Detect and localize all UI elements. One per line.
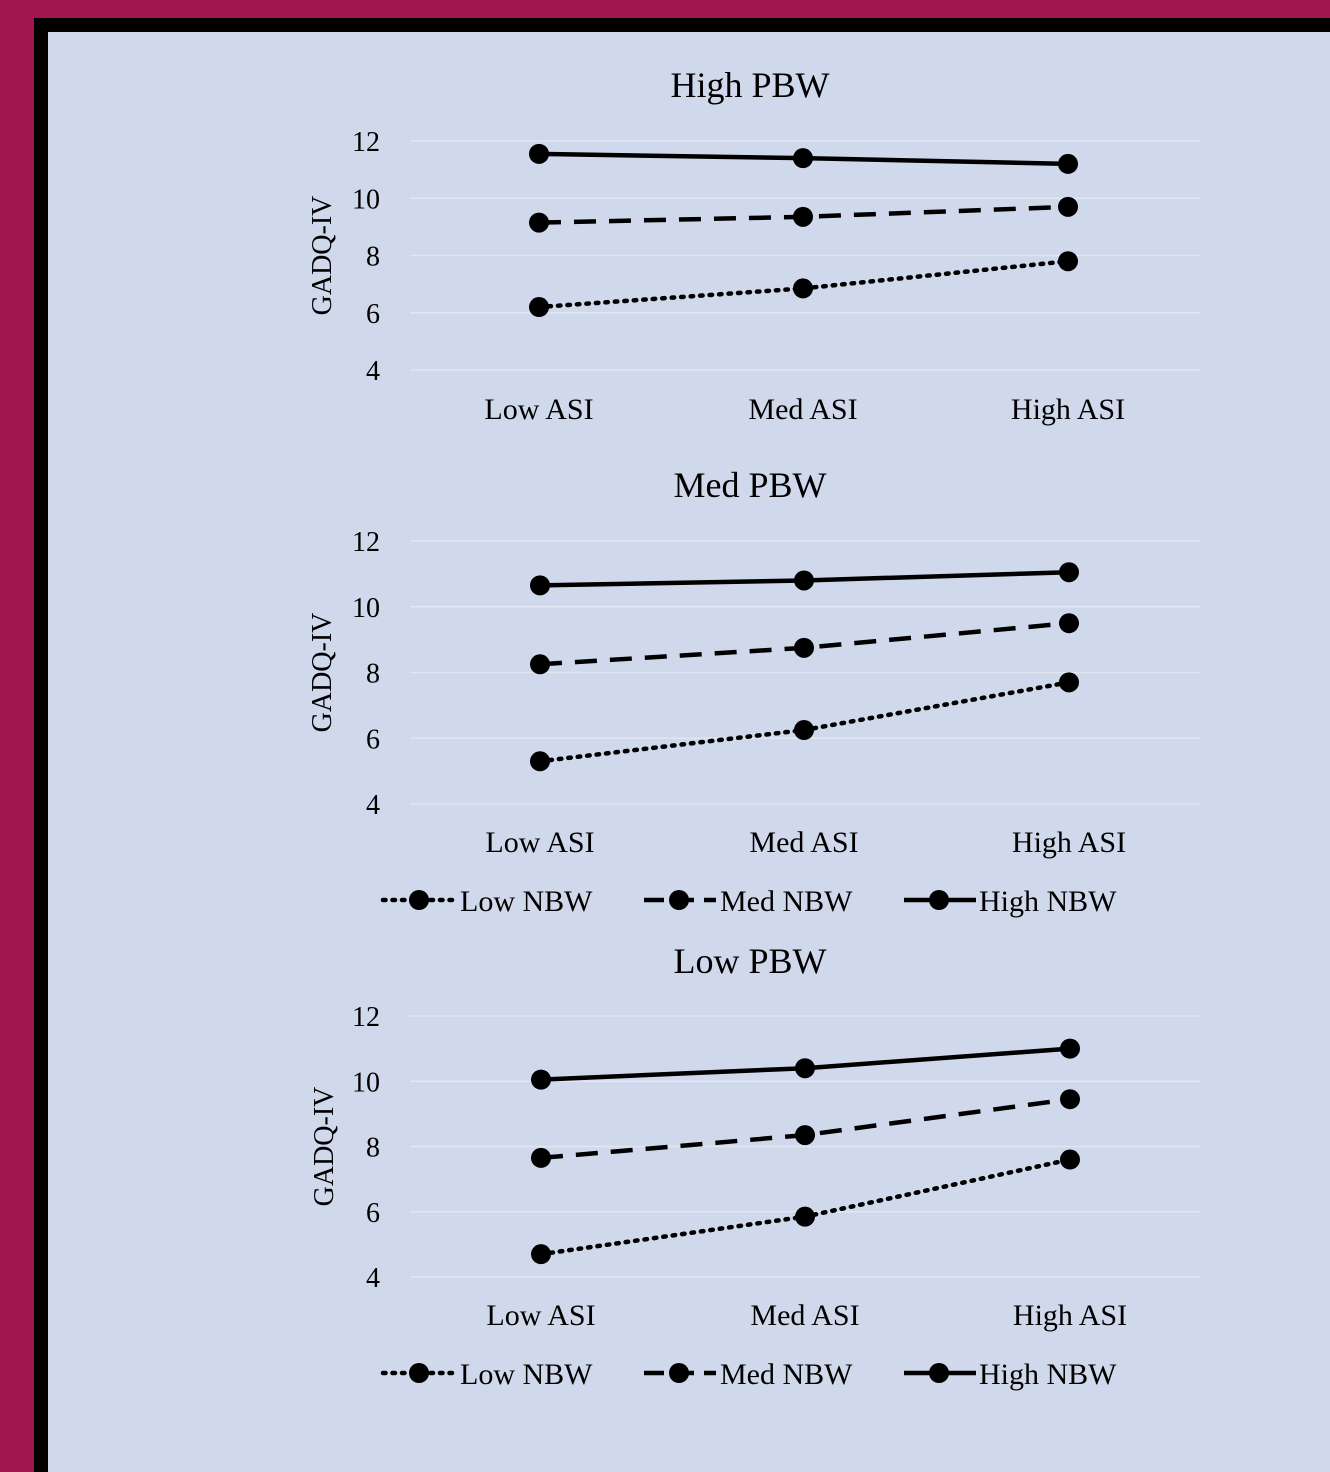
chart-title: Med PBW — [674, 465, 827, 505]
chart-title: High PBW — [670, 65, 829, 105]
series-solid — [531, 1038, 1080, 1090]
series-solid — [530, 562, 1079, 596]
data-point — [795, 1125, 815, 1146]
data-point — [793, 148, 813, 169]
legend-marker — [669, 890, 689, 910]
x-tick-label: Med ASI — [748, 393, 857, 426]
series-dashed — [531, 1089, 1080, 1168]
series-dotted — [531, 1149, 1080, 1265]
x-tick-label: Med ASI — [750, 1299, 859, 1332]
chart-1: Med PBW 4 6 8 10 12 GADQ-IV Low ASI Med ASI High … — [307, 465, 1200, 918]
legend-marker — [929, 1363, 949, 1383]
data-point — [793, 278, 813, 299]
y-axis-label: GADQ-IV — [307, 613, 338, 733]
legend-marker — [409, 890, 429, 910]
y-tick-label: 4 — [366, 790, 380, 821]
y-tick-label: 4 — [366, 356, 380, 387]
data-point — [794, 720, 814, 741]
series-solid — [529, 143, 1078, 174]
y-tick-label: 6 — [366, 1198, 380, 1229]
data-point — [1058, 251, 1078, 272]
y-tick-label: 10 — [352, 184, 380, 215]
data-point — [795, 1206, 815, 1227]
data-point — [794, 637, 814, 658]
y-tick-label: 8 — [366, 1133, 380, 1164]
y-tick-label: 12 — [352, 1002, 380, 1033]
y-tick-label: 4 — [366, 1263, 380, 1294]
data-point — [529, 212, 549, 233]
legend-label: Low NBW — [460, 1358, 593, 1391]
legend-label: Med NBW — [720, 885, 853, 918]
data-point — [1059, 562, 1079, 583]
series-dotted — [530, 672, 1079, 772]
data-point — [795, 1058, 815, 1079]
legend-label: High NBW — [979, 885, 1117, 918]
legend-label: Low NBW — [460, 885, 593, 918]
y-tick-label: 6 — [366, 724, 380, 755]
data-point — [1058, 196, 1078, 217]
legend: Low NBW Med NBW High NBW — [380, 1358, 1117, 1391]
y-tick-label: 6 — [366, 299, 380, 330]
chart-0: High PBW 4 6 8 10 12 GADQ-IV Low ASI Med ASI High… — [307, 65, 1200, 426]
x-tick-label: Low ASI — [486, 1299, 595, 1332]
data-point — [531, 1244, 551, 1265]
x-tick-label: Low ASI — [484, 393, 593, 426]
y-axis-label: GADQ-IV — [309, 1087, 340, 1207]
legend-marker — [669, 1363, 689, 1383]
legend-marker — [929, 890, 949, 910]
data-point — [531, 1069, 551, 1090]
x-tick-label: High ASI — [1013, 1299, 1127, 1332]
y-tick-label: 10 — [352, 1067, 380, 1098]
series-dashed — [529, 196, 1078, 233]
data-point — [1059, 613, 1079, 634]
data-point — [529, 297, 549, 318]
x-tick-label: Med ASI — [749, 826, 858, 859]
data-point — [1060, 1038, 1080, 1059]
legend-label: Med NBW — [720, 1358, 853, 1391]
chart-2: Low PBW 4 6 8 10 12 GADQ-IV Low ASI Med ASI High … — [309, 941, 1200, 1391]
data-point — [530, 575, 550, 596]
data-point — [530, 654, 550, 675]
series-dashed — [530, 613, 1079, 675]
x-tick-label: Low ASI — [485, 826, 594, 859]
data-point — [793, 206, 813, 227]
y-tick-label: 10 — [352, 593, 380, 624]
data-point — [529, 143, 549, 164]
y-tick-label: 8 — [366, 242, 380, 273]
legend-label: High NBW — [979, 1358, 1117, 1391]
legend: Low NBW Med NBW High NBW — [380, 885, 1117, 918]
y-tick-label: 12 — [352, 527, 380, 558]
data-point — [1059, 672, 1079, 693]
chart-title: Low PBW — [674, 941, 827, 981]
legend-marker — [409, 1363, 429, 1383]
series-dotted — [529, 251, 1078, 318]
y-axis-label: GADQ-IV — [307, 196, 338, 316]
data-point — [530, 751, 550, 772]
y-tick-label: 12 — [352, 127, 380, 158]
x-tick-label: High ASI — [1011, 393, 1125, 426]
data-point — [1058, 153, 1078, 174]
y-tick-label: 8 — [366, 659, 380, 690]
data-point — [794, 570, 814, 591]
data-point — [1060, 1149, 1080, 1170]
x-tick-label: High ASI — [1012, 826, 1126, 859]
data-point — [531, 1147, 551, 1168]
data-point — [1060, 1089, 1080, 1110]
